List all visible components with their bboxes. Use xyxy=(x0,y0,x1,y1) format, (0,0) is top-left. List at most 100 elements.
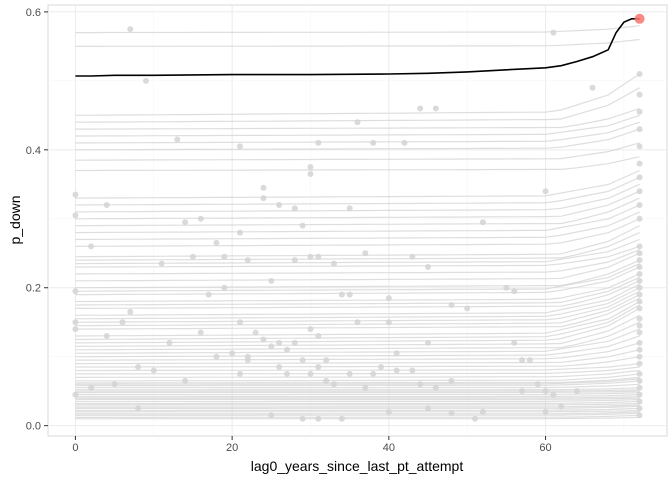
scatter-point xyxy=(636,250,643,257)
background-series-line xyxy=(75,114,640,137)
scatter-point xyxy=(291,205,298,212)
background-series-line xyxy=(75,304,640,341)
scatter-point xyxy=(315,253,322,260)
scatter-point xyxy=(103,333,110,340)
scatter-point xyxy=(636,377,643,384)
scatter-point xyxy=(550,391,557,398)
scatter-point xyxy=(385,319,392,326)
scatter-point xyxy=(542,388,549,395)
scatter-point xyxy=(636,322,643,329)
scatter-point xyxy=(573,388,580,395)
scatter-point xyxy=(370,370,377,377)
background-series-line xyxy=(75,211,640,241)
scatter-point xyxy=(276,201,283,208)
scatter-point xyxy=(432,384,439,391)
scatter-point xyxy=(393,350,400,357)
background-series-line xyxy=(75,397,640,401)
scatter-point xyxy=(291,339,298,346)
background-series-line xyxy=(75,204,640,234)
scatter-point xyxy=(135,364,142,371)
scatter-point xyxy=(221,253,228,260)
scatter-point xyxy=(354,119,361,126)
scatter-point xyxy=(260,184,267,191)
background-series-line xyxy=(75,394,640,398)
scatter-point xyxy=(346,205,353,212)
scatter-point xyxy=(636,126,643,133)
y-tick-label: 0.4 xyxy=(26,145,41,157)
background-series-line xyxy=(75,412,640,416)
plot-panel xyxy=(47,4,668,437)
scatter-point xyxy=(636,298,643,305)
background-series-line xyxy=(75,245,640,268)
scatter-point xyxy=(213,239,220,246)
scatter-point xyxy=(636,143,643,150)
y-tick-label: 0.0 xyxy=(26,421,41,433)
scatter-point xyxy=(542,408,549,415)
background-series-line xyxy=(75,349,640,365)
scatter-point xyxy=(323,377,330,384)
scatter-point xyxy=(417,105,424,112)
scatter-point xyxy=(425,264,432,271)
scatter-point xyxy=(315,139,322,146)
scatter-point xyxy=(338,291,345,298)
scatter-point xyxy=(260,195,267,202)
background-series-line xyxy=(75,396,640,399)
x-tick-label: 0 xyxy=(72,442,78,454)
scatter-point xyxy=(378,364,385,371)
scatter-point xyxy=(315,415,322,422)
scatter-point xyxy=(636,384,643,391)
background-series-line xyxy=(75,416,640,420)
scatter-point xyxy=(362,384,369,391)
background-series-line xyxy=(75,280,640,309)
scatter-point xyxy=(636,270,643,277)
scatter-point xyxy=(197,215,204,222)
scatter-point xyxy=(72,191,79,198)
background-series-line xyxy=(75,283,640,316)
background-series-line xyxy=(75,249,640,275)
scatter-point xyxy=(142,77,149,84)
scatter-point xyxy=(260,336,267,343)
scatter-point xyxy=(197,329,204,336)
scatter-point xyxy=(72,319,79,326)
x-axis: 0 20 40 60 xyxy=(72,436,552,454)
scatter-point xyxy=(127,26,134,33)
background-series-line xyxy=(75,169,640,199)
scatter-point xyxy=(166,339,173,346)
scatter-point xyxy=(88,243,95,250)
scatter-point xyxy=(511,288,518,295)
highlight-series-group xyxy=(75,13,645,77)
scatter-point xyxy=(526,357,533,364)
x-tick-label: 60 xyxy=(539,442,551,454)
scatter-point xyxy=(417,381,424,388)
background-series-line xyxy=(75,25,640,34)
scatter-point xyxy=(119,319,126,326)
background-series-line xyxy=(75,190,640,220)
scatter-point xyxy=(252,329,259,336)
scatter-point xyxy=(636,412,643,419)
background-series-line xyxy=(75,356,640,368)
scatter-point xyxy=(432,105,439,112)
scatter-point xyxy=(636,305,643,312)
scatter-point xyxy=(283,370,290,377)
scatter-point xyxy=(558,403,565,410)
scatter-point xyxy=(519,357,526,364)
background-series-line xyxy=(75,218,640,247)
scatter-point xyxy=(636,188,643,195)
scatter-point xyxy=(636,91,643,98)
background-series-line xyxy=(75,156,640,172)
scatter-point xyxy=(283,346,290,353)
scatter-point xyxy=(127,308,134,315)
scatter-point xyxy=(330,381,337,388)
scatter-point xyxy=(636,329,643,336)
background-series-line xyxy=(75,414,640,418)
scatter-point xyxy=(268,277,275,284)
scatter-point xyxy=(636,291,643,298)
scatter-point xyxy=(244,357,251,364)
background-series-line xyxy=(75,376,640,384)
x-tick-label: 40 xyxy=(383,442,395,454)
scatter-point xyxy=(503,284,510,291)
background-series-line xyxy=(75,232,640,261)
scatter-point xyxy=(221,284,228,291)
background-series-line xyxy=(75,73,640,116)
